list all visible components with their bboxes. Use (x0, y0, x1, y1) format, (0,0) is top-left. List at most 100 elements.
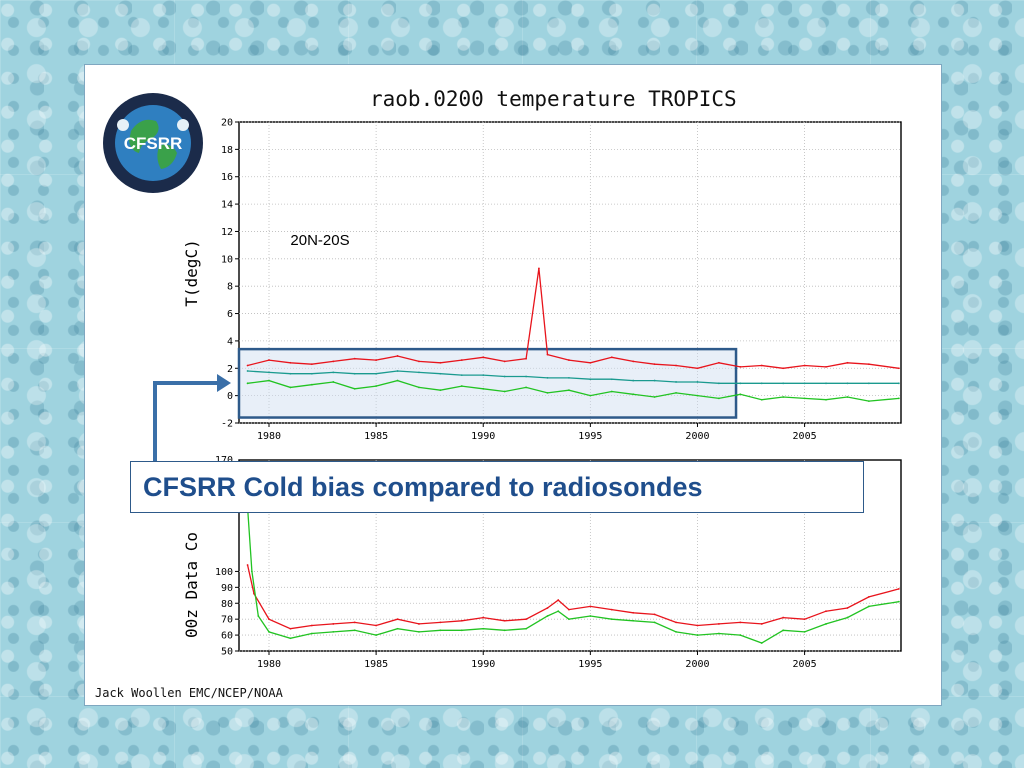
series-point-1 (353, 372, 356, 375)
series-point-1 (310, 632, 313, 635)
series-point-1 (525, 627, 527, 630)
x-tick-label: 1990 (471, 659, 495, 670)
series-point-0 (867, 363, 870, 366)
series-point-2 (846, 396, 849, 398)
series-point-0 (717, 361, 720, 364)
series-point-0 (289, 627, 292, 630)
series-point-0 (696, 624, 699, 627)
series-point-1 (375, 372, 378, 375)
series-point-1 (760, 642, 763, 644)
series-point-1 (803, 382, 806, 385)
x-tick-label: 1990 (471, 431, 495, 442)
y-axis-label: T(degC) (182, 239, 201, 306)
series-point-2 (653, 396, 656, 398)
x-tick-label: 2000 (685, 659, 709, 670)
series-point-1 (482, 374, 485, 377)
series-point-1 (257, 615, 260, 617)
series-point-0 (396, 355, 399, 357)
series-point-2 (289, 386, 292, 389)
series-point-0 (653, 363, 656, 366)
callout-box: CFSRR Cold bias compared to radiosondes (130, 461, 864, 513)
series-point-0 (460, 359, 463, 361)
y-tick-label: 8 (227, 282, 233, 293)
cfsrr-logo: CFSRR (103, 93, 203, 193)
y-tick-label: 20 (221, 118, 233, 129)
series-point-1 (610, 378, 613, 381)
chart-annotation: 20N-20S (290, 232, 349, 249)
series-point-0 (675, 621, 677, 624)
series-point-2 (310, 383, 313, 386)
y-tick-label: 70 (221, 615, 233, 626)
series-point-0 (557, 599, 560, 601)
y-tick-label: 14 (221, 200, 233, 211)
y-tick-label: 6 (227, 309, 233, 320)
x-tick-label: 2005 (793, 659, 817, 670)
series-point-1 (897, 382, 900, 385)
series-point-0 (846, 607, 849, 609)
series-point-1 (246, 370, 249, 372)
series-point-0 (310, 363, 313, 366)
series-point-0 (482, 616, 485, 619)
series-point-2 (610, 390, 613, 393)
series-point-1 (867, 605, 870, 608)
series-point-1 (375, 634, 378, 636)
series-point-1 (568, 618, 570, 621)
series-point-0 (897, 588, 900, 590)
series-point-2 (568, 389, 570, 392)
series-point-0 (760, 623, 763, 625)
series-point-2 (418, 386, 420, 389)
series-point-1 (717, 632, 720, 635)
chart-title: raob.0200 temperature TROPICS (370, 87, 737, 111)
series-point-1 (589, 615, 592, 617)
series-point-2 (739, 393, 742, 396)
series-point-1 (503, 629, 506, 632)
series-point-2 (525, 386, 527, 389)
series-point-2 (760, 398, 763, 401)
series-point-1 (653, 379, 656, 382)
series-point-0 (696, 367, 699, 370)
series-point-0 (846, 361, 849, 364)
series-point-2 (867, 400, 870, 403)
series-point-1 (503, 375, 506, 378)
series-point-0 (653, 613, 656, 616)
x-tick-label: 2000 (685, 431, 709, 442)
series-point-2 (332, 381, 335, 383)
series-point-2 (897, 397, 900, 400)
series-point-1 (632, 379, 635, 382)
series-point-1 (460, 374, 463, 377)
series-point-2 (503, 390, 506, 393)
series-point-1 (589, 378, 592, 381)
series-point-0 (439, 361, 442, 364)
series-point-1 (825, 623, 827, 625)
series-point-0 (332, 623, 335, 625)
series-point-0 (246, 364, 249, 367)
y-tick-label: -2 (221, 419, 233, 430)
highlight-box (237, 347, 738, 419)
series-point-1 (696, 634, 699, 636)
series-point-0 (418, 360, 420, 363)
series-point-1 (289, 637, 292, 640)
series-point-0 (546, 607, 549, 609)
series-point-0 (867, 595, 870, 598)
series-point-0 (568, 359, 570, 361)
series-point-2 (675, 392, 677, 394)
y-tick-label: 16 (221, 172, 233, 183)
series-point-2 (482, 387, 485, 390)
series-point-2 (375, 385, 378, 387)
series-point-1 (268, 371, 270, 374)
series-point-0 (739, 366, 742, 368)
series-point-0 (632, 360, 635, 363)
series-point-0 (418, 623, 420, 625)
series-point-0 (760, 364, 763, 367)
x-tick-label: 1995 (578, 659, 602, 670)
series-point-1 (418, 631, 420, 633)
series-point-0 (246, 564, 249, 566)
series-point-0 (803, 364, 806, 367)
series-point-0 (310, 624, 313, 627)
y-axis-label: 00z Data Co (182, 532, 201, 638)
series-point-2 (589, 394, 592, 397)
series-point-0 (289, 361, 292, 364)
y-tick-label: 90 (221, 583, 233, 594)
y-tick-label: 2 (227, 364, 233, 375)
series-point-1 (250, 570, 253, 573)
